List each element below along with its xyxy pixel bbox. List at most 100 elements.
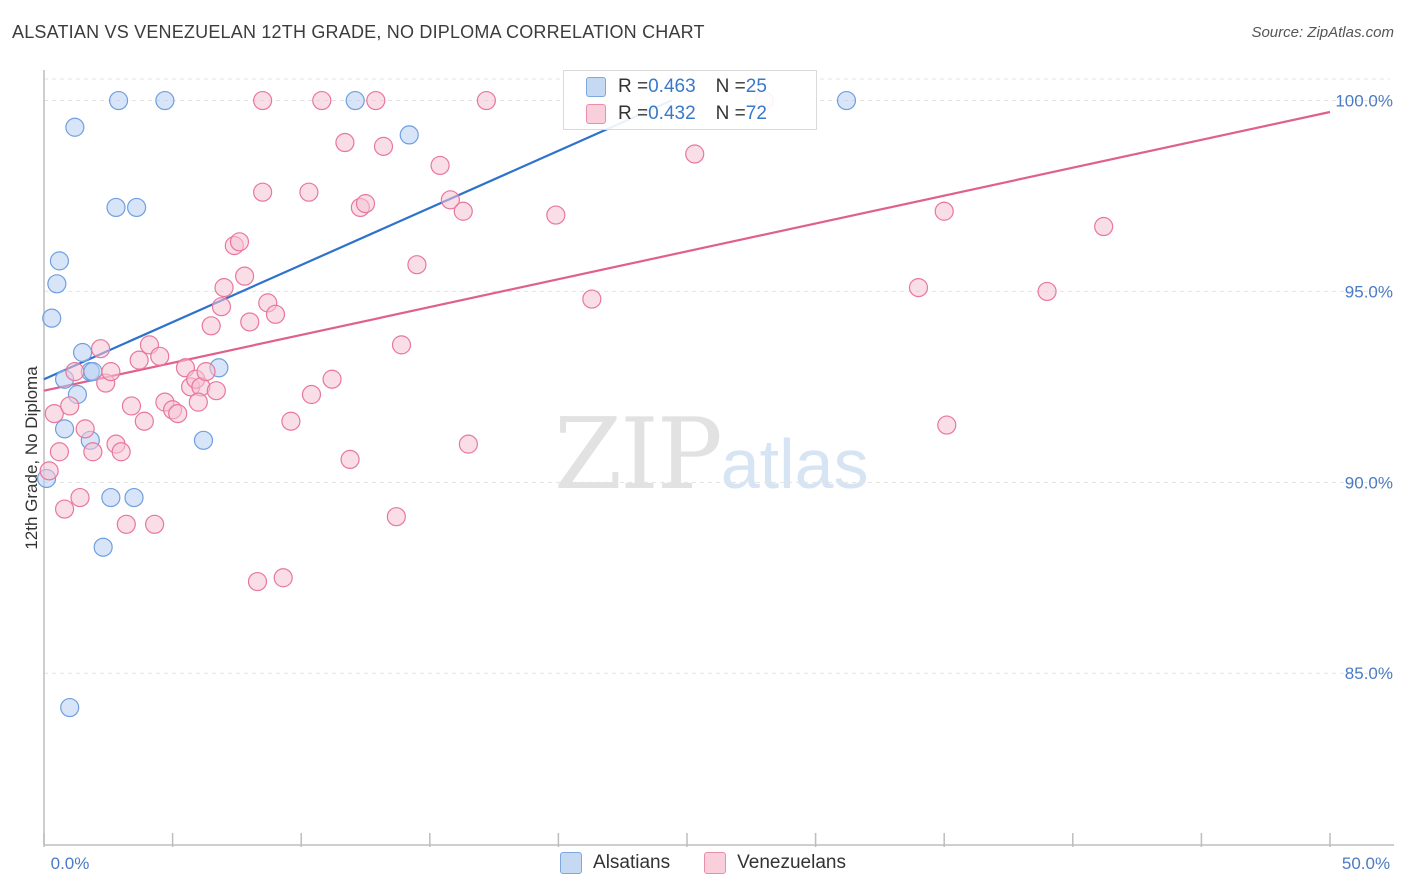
- venezuelan-point: [355, 194, 376, 214]
- venezuelan-point: [430, 155, 450, 176]
- venezuelan-point: [458, 434, 478, 454]
- legend-item-venezuelans[interactable]: Venezuelans: [704, 852, 846, 874]
- venezuelan-point: [253, 182, 273, 202]
- venezuelan-point: [240, 312, 260, 332]
- venezuelan-point: [685, 144, 705, 164]
- venezuelan-point: [75, 419, 95, 439]
- series-legend: Alsatians Venezuelans: [0, 852, 1406, 874]
- y-tick-label: 85.0%: [1345, 664, 1393, 683]
- alsatian-point: [399, 125, 419, 145]
- venezuelan-point: [340, 449, 360, 470]
- venezuelan-point: [934, 201, 954, 221]
- x-tick-label: 50.0%: [1342, 854, 1390, 873]
- venezuelan-point: [70, 487, 90, 508]
- n-value: 72: [745, 103, 767, 124]
- venezuelan-point: [335, 132, 355, 153]
- alsatian-point: [106, 197, 126, 218]
- venezuelan-point: [134, 411, 154, 431]
- venezuelan-point: [273, 568, 293, 588]
- x-tick-label: 0.0%: [51, 854, 90, 873]
- venezuelan-point: [168, 403, 188, 424]
- venezuelan-point: [206, 381, 226, 401]
- venezuelan-point: [54, 499, 75, 519]
- legend-swatch-alsatians: [560, 852, 583, 874]
- alsatian-point: [155, 90, 175, 111]
- legend-swatch-venezuelans: [704, 852, 727, 874]
- legend-swatch-alsatians: [586, 77, 606, 97]
- venezuelan-point: [407, 255, 427, 275]
- venezuelan-point: [111, 442, 131, 462]
- n-label: N =: [715, 76, 746, 97]
- trend-lines: [43, 99, 1331, 392]
- legend-row-alsatians: R = 0.463 N = 25: [586, 75, 767, 99]
- venezuelan-point: [373, 136, 394, 156]
- alsatian-point: [193, 430, 214, 450]
- venezuelan-point: [281, 411, 301, 431]
- n-label: N =: [715, 103, 746, 124]
- venezuelan-point: [60, 396, 80, 416]
- legend-label-alsatians: Alsatians: [593, 852, 671, 873]
- y-axis-label: 12th Grade, No Diploma: [22, 366, 41, 550]
- venezuelan-point: [211, 297, 232, 317]
- venezuelan-point: [299, 182, 319, 202]
- venezuelan-point: [83, 442, 103, 462]
- venezuelan-point: [253, 90, 273, 111]
- venezuelan-point: [90, 339, 111, 359]
- venezuelan-point: [301, 384, 322, 405]
- venezuelan-point: [129, 350, 149, 370]
- source-label: Source: ZipAtlas.com: [1251, 24, 1394, 41]
- venezuelan-point: [214, 278, 234, 298]
- r-value: 0.463: [648, 76, 696, 97]
- alsatian-point: [126, 197, 147, 218]
- alsatian-point: [108, 90, 129, 111]
- alsatian-point: [54, 419, 75, 439]
- venezuelan-point: [229, 232, 250, 252]
- n-value: 25: [745, 76, 767, 97]
- venezuelan-point: [1094, 216, 1114, 237]
- venezuelan-point: [386, 507, 406, 527]
- correlation-legend: R = 0.463 N = 25 R = 0.432 N = 72: [563, 70, 817, 130]
- legend-item-alsatians[interactable]: Alsatians: [560, 852, 670, 874]
- venezuelan-point: [49, 442, 70, 462]
- venezuelan-point: [908, 278, 929, 298]
- alsatian-point: [60, 697, 80, 718]
- venezuelan-point: [937, 415, 957, 435]
- alsatian-point: [93, 537, 113, 557]
- venezuelan-point: [366, 90, 386, 111]
- legend-row-venezuelans: R = 0.432 N = 72: [586, 102, 767, 126]
- legend-swatch-venezuelans: [586, 104, 606, 124]
- venezuelan-point: [265, 304, 286, 324]
- venezuelan-point: [188, 392, 208, 412]
- venezuelan-trend-line: [43, 110, 1331, 392]
- venezuelan-point: [247, 571, 268, 592]
- venezuelan-point: [150, 346, 170, 366]
- tick-labels: 85.0% 90.0% 95.0% 100.0% 0.0% 50.0%: [51, 92, 1393, 873]
- venezuelan-point: [582, 289, 602, 309]
- alsatian-point: [42, 308, 62, 328]
- alsatian-point: [47, 274, 67, 294]
- venezuelan-point: [235, 266, 255, 286]
- alsatian-point: [101, 487, 121, 508]
- alsatian-trend-line: [43, 99, 673, 381]
- alsatian-point: [836, 90, 857, 111]
- alsatian-point: [49, 251, 70, 271]
- venezuelan-point: [312, 90, 332, 111]
- venezuelan-point: [44, 403, 64, 424]
- data-points: [36, 90, 1114, 718]
- y-tick-label: 90.0%: [1345, 473, 1393, 492]
- venezuelan-point: [476, 90, 496, 111]
- y-tick-label: 100.0%: [1335, 92, 1393, 111]
- venezuelan-point: [121, 396, 142, 416]
- r-label: R =: [618, 76, 649, 97]
- venezuelan-point: [1037, 281, 1057, 302]
- venezuelan-point: [39, 461, 59, 481]
- venezuelan-point: [65, 362, 85, 382]
- venezuelan-point: [453, 201, 473, 221]
- r-label: R =: [618, 103, 649, 124]
- venezuelan-point: [201, 316, 221, 336]
- venezuelan-point: [440, 190, 460, 210]
- venezuelan-point: [196, 362, 216, 382]
- chart-title: ALSATIAN VS VENEZUELAN 12TH GRADE, NO DI…: [12, 22, 705, 42]
- alsatian-point: [65, 117, 85, 137]
